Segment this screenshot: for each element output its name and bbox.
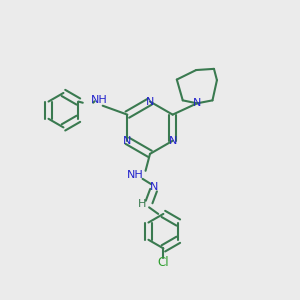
Text: H: H (137, 200, 146, 209)
Text: N: N (149, 182, 158, 192)
Text: N: N (193, 98, 201, 108)
Text: NH: NH (91, 95, 107, 105)
Text: Cl: Cl (158, 256, 169, 269)
Text: N: N (123, 136, 131, 146)
Text: N: N (169, 136, 177, 146)
Text: NH: NH (128, 170, 144, 180)
Text: N: N (146, 97, 154, 106)
